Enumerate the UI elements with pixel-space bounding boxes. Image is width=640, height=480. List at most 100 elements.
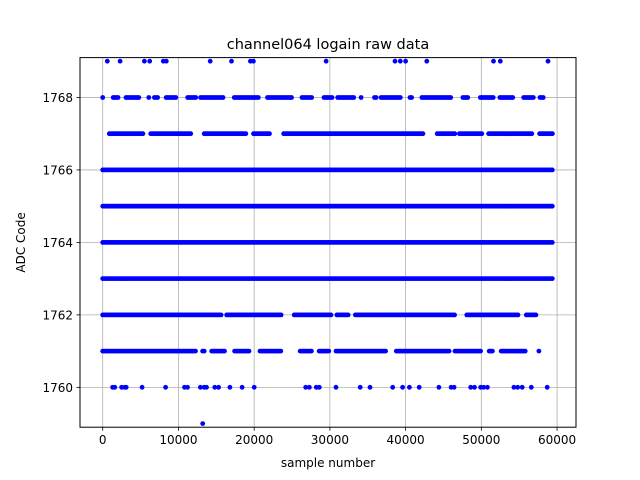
x-tick-label: 0 [99,433,107,447]
data-point-1761 [522,348,528,354]
data-point-1761 [201,348,207,354]
data-point-1769 [207,58,213,64]
data-point-1760 [227,384,233,390]
data-point-1760 [436,384,442,390]
data-point-1760 [303,384,309,390]
data-point-1768 [289,95,294,100]
data-point-1768 [100,95,106,100]
x-axis-label: sample number [281,456,375,470]
data-point-1760 [544,384,550,390]
data-point-1760 [519,384,525,390]
data-point-1767 [188,131,194,137]
data-point-1762 [452,312,457,318]
data-point-1760 [198,384,203,390]
data-point-1768 [358,95,364,100]
data-point-1761 [536,348,542,354]
data-point-1768 [465,95,471,100]
data-point-1767 [529,131,535,137]
data-point-1760 [400,384,405,390]
y-axis-label: ADC Code [14,212,28,272]
data-point-1768 [136,95,142,100]
data-point-1760 [481,384,486,390]
data-point-1760 [204,384,209,390]
data-point-1769 [163,58,169,64]
data-point-1769 [397,58,403,64]
y-tick-label: 1760 [42,381,73,395]
data-point-1761 [309,348,314,354]
data-point-1760 [239,384,245,390]
chart-title: channel064 logain raw data [227,37,429,53]
data-point-1760 [163,384,169,390]
x-tick-label: 50000 [462,433,500,447]
data-point-1760 [451,384,457,390]
data-point-1760 [472,384,477,390]
data-point-1760 [307,384,312,390]
data-point-1761 [478,348,483,354]
data-point-1768 [146,95,152,100]
data-point-1769 [424,58,430,64]
data-point-1761 [278,348,284,354]
data-point-1762 [278,312,284,318]
data-point-1760 [316,384,322,390]
data-point-1764 [549,240,555,245]
data-point-1769 [142,58,147,64]
data-point-1760 [212,384,218,390]
data-point-1762 [328,312,334,318]
data-point-1761 [446,348,452,354]
data-point-1767 [452,131,458,137]
data-point-1760 [357,384,363,390]
data-point-1760 [485,384,490,390]
data-point-1761 [246,348,252,354]
data-point-1768 [510,95,516,100]
data-point-1768 [255,95,261,100]
data-point-1760 [390,384,396,390]
data-point-1768 [409,95,414,100]
data-point-1768 [173,95,179,100]
data-point-1768 [351,95,357,100]
data-point-1767 [267,131,272,137]
data-point-1760 [216,384,222,390]
data-point-1767 [243,131,249,137]
data-point-1768 [115,95,121,100]
data-point-1768 [155,95,161,100]
x-tick-label: 40000 [387,433,425,447]
data-point-1768 [220,95,226,100]
data-point-1766 [549,167,555,173]
data-point-1768 [530,95,536,100]
data-point-1767 [479,131,485,137]
data-point-1762 [345,312,351,318]
data-point-1760 [185,384,190,390]
data-point-1760 [511,384,517,390]
axis-ticks: 0 10000 20000 30000 40000 50000 60000 1760 1762 1… [42,91,576,447]
data-point-1760 [251,384,257,390]
data-point-1769 [251,58,256,64]
data-point-1761 [383,348,388,354]
data-point-1760 [367,384,373,390]
data-point-1769 [147,58,153,64]
data-point-1760 [515,384,521,390]
data-point-1760 [139,384,145,390]
data-point-1762 [533,312,539,318]
data-point-1769 [104,58,110,64]
data-point-1767 [420,131,426,137]
x-tick-label: 60000 [538,433,576,447]
data-point-1762 [218,312,224,318]
data-point-1761 [222,348,227,354]
y-tick-label: 1762 [42,308,73,322]
data-point-1768 [309,95,314,100]
data-point-1768 [490,95,496,100]
x-tick-label: 30000 [311,433,349,447]
data-point-1760 [123,384,129,390]
data-point-1759 [200,421,206,426]
data-point-1760 [407,384,412,390]
data-point-1768 [373,95,379,100]
data-point-1767 [140,131,146,137]
data-point-1762 [515,312,521,318]
data-points [100,58,555,426]
x-tick-label: 10000 [159,433,197,447]
data-point-1768 [329,95,335,100]
data-point-1769 [229,58,234,64]
data-point-1760 [416,384,422,390]
